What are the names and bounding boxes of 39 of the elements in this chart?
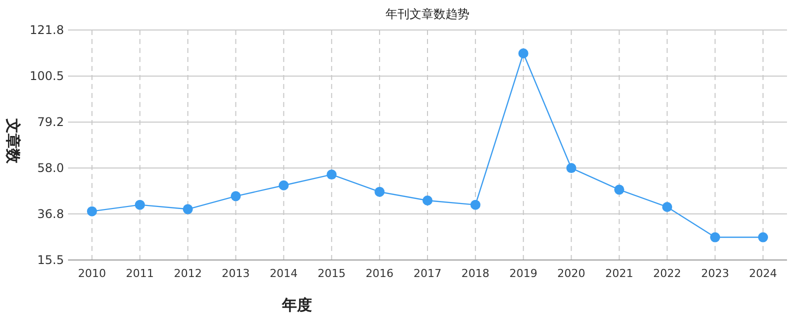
- x-tick-label: 2017: [414, 267, 442, 280]
- point: [662, 202, 672, 212]
- point: [710, 232, 720, 242]
- point: [278, 180, 289, 190]
- y-tick-label: 121.8: [30, 23, 64, 37]
- x-tick-label: 2021: [605, 267, 634, 280]
- x-tick-label: 2023: [701, 267, 730, 280]
- x-axis-title: 年度: [281, 296, 312, 314]
- point: [470, 200, 480, 210]
- point: [518, 48, 528, 58]
- chart-title: 年刊文章数趋势: [386, 7, 470, 21]
- x-tick-label: 2011: [126, 267, 154, 280]
- x-tick-label: 2018: [461, 267, 490, 280]
- point: [230, 191, 241, 202]
- x-tick-label: 2024: [749, 267, 778, 280]
- x-tick-label: 2015: [318, 267, 346, 280]
- point: [182, 204, 193, 214]
- point: [374, 186, 385, 197]
- point: [326, 170, 337, 180]
- point: [134, 200, 145, 210]
- x-tick-label: 2014: [270, 267, 298, 280]
- y-tick-label: 100.5: [30, 69, 64, 84]
- x-tick-label: 2013: [222, 267, 250, 280]
- x-tick-label: 2019: [509, 267, 538, 280]
- point: [758, 232, 768, 242]
- x-tick-label: 2020: [557, 267, 586, 280]
- y-tick-label: 15.5: [37, 253, 64, 267]
- x-tick-label: 2012: [174, 267, 202, 280]
- y-tick-label: 58.0: [37, 161, 64, 176]
- point: [422, 196, 432, 206]
- x-tick-label: 2022: [653, 267, 682, 280]
- x-tick-label: 2016: [366, 267, 394, 280]
- point: [614, 184, 624, 195]
- point: [86, 206, 97, 216]
- y-tick-label: 79.2: [37, 115, 64, 130]
- y-tick-label: 36.8: [37, 206, 64, 221]
- y-axis-title: 文章数: [4, 118, 22, 164]
- point: [566, 163, 576, 174]
- x-tick-label: 2010: [78, 267, 106, 280]
